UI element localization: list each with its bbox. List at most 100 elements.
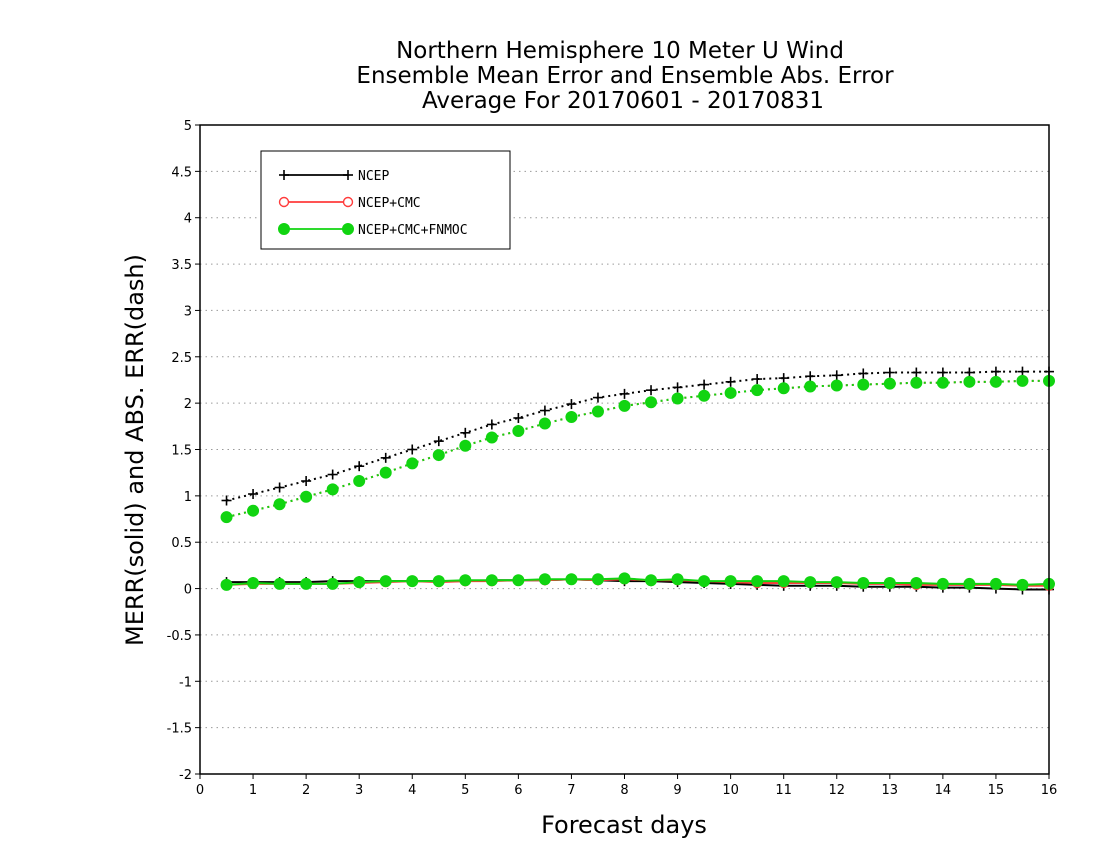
title-line-3: Average For 20170601 - 20170831 xyxy=(422,88,824,114)
merr-point xyxy=(353,576,366,589)
abs-err-point xyxy=(672,382,683,393)
abs-err-point xyxy=(830,379,843,392)
chart-title: Northern Hemisphere 10 Meter U Wind Ense… xyxy=(356,38,894,114)
abs-err-point xyxy=(566,399,577,410)
abs-err-point xyxy=(565,411,578,424)
abs-err-point xyxy=(724,386,737,399)
x-tick-label: 3 xyxy=(355,783,363,798)
legend-marker-left xyxy=(278,223,290,235)
x-axis-ticks: 0 1 2 3 4 5 6 7 8 9 10 11 12 13 14 15 16 xyxy=(196,774,1057,798)
abs-err-point xyxy=(513,412,524,423)
series-layer xyxy=(220,366,1055,595)
abs-err-point xyxy=(486,419,497,430)
merr-point xyxy=(618,572,631,585)
x-tick-label: 5 xyxy=(461,783,469,798)
merr-point xyxy=(247,577,260,590)
abs-err-point xyxy=(751,384,764,397)
merr-point xyxy=(724,575,737,588)
abs-err-point xyxy=(778,373,789,384)
abs-err-point xyxy=(857,378,870,391)
abs-err-point xyxy=(354,461,365,472)
abs-err-point xyxy=(460,427,471,438)
abs-err-point xyxy=(858,368,869,379)
abs-err-point xyxy=(936,376,949,389)
abs-err-point xyxy=(645,396,658,409)
legend-items: NCEP NCEP+CMC NCEP+CMC+FNMOC xyxy=(278,169,468,238)
abs-err-point xyxy=(220,511,233,524)
abs-err-point xyxy=(432,449,445,462)
x-tick-label: 9 xyxy=(673,783,681,798)
merr-point xyxy=(459,574,472,587)
abs-err-point xyxy=(752,374,763,385)
abs-err-point xyxy=(831,370,842,381)
abs-err-point xyxy=(327,469,338,480)
abs-err-point xyxy=(539,405,550,416)
legend-marker-left xyxy=(278,196,290,208)
x-tick-label: 4 xyxy=(408,783,416,798)
abs-err-point xyxy=(485,431,498,444)
series-ncep-abs-err xyxy=(221,366,1054,506)
x-tick-label: 15 xyxy=(988,783,1005,798)
abs-err-point xyxy=(699,379,710,390)
abs-err-point xyxy=(273,498,286,511)
legend-label: NCEP xyxy=(358,169,389,184)
abs-err-point xyxy=(646,385,657,396)
merr-point xyxy=(300,577,313,590)
x-tick-label: 2 xyxy=(302,783,310,798)
x-tick-label: 11 xyxy=(775,783,792,798)
y-tick-label: 1.5 xyxy=(171,444,192,459)
y-tick-label: 4 xyxy=(184,212,192,227)
x-tick-label: 6 xyxy=(514,783,522,798)
abs-err-point xyxy=(937,367,948,378)
x-tick-label: 0 xyxy=(196,783,204,798)
merr-point xyxy=(671,573,684,586)
merr-point xyxy=(565,573,578,586)
merr-point xyxy=(989,577,1002,590)
legend-label: NCEP+CMC+FNMOC xyxy=(358,223,468,238)
abs-err-point xyxy=(883,377,896,390)
series-ncep-cmc-fnmoc-abs-err xyxy=(220,374,1055,524)
y-tick-label: 1 xyxy=(184,490,192,505)
merr-point xyxy=(512,574,525,587)
merr-point xyxy=(857,577,870,590)
abs-err-point xyxy=(247,504,260,517)
legend-item: NCEP+CMC+FNMOC xyxy=(278,223,468,238)
abs-err-point xyxy=(884,367,895,378)
title-line-2: Ensemble Mean Error and Ensemble Abs. Er… xyxy=(356,63,894,89)
x-tick-label: 1 xyxy=(249,783,257,798)
x-tick-label: 10 xyxy=(722,783,739,798)
x-tick-label: 7 xyxy=(567,783,575,798)
abs-err-point xyxy=(326,483,339,496)
abs-err-point xyxy=(406,457,419,470)
abs-err-point xyxy=(804,380,817,393)
merr-point xyxy=(936,577,949,590)
merr-point xyxy=(406,575,419,588)
plot-frame xyxy=(199,124,1050,775)
legend-item: NCEP xyxy=(279,169,389,184)
abs-err-point xyxy=(301,476,312,487)
abs-err-point xyxy=(300,490,313,503)
abs-err-point xyxy=(963,375,976,388)
merr-point xyxy=(538,573,551,586)
legend-marker-right xyxy=(343,170,353,180)
legend-marker-left xyxy=(279,170,289,180)
y-tick-label: 2.5 xyxy=(171,351,192,366)
merr-point xyxy=(645,574,658,587)
y-tick-label: -1.5 xyxy=(167,722,192,737)
legend: NCEP NCEP+CMC NCEP+CMC+FNMOC xyxy=(260,150,511,250)
merr-point xyxy=(963,577,976,590)
merr-point xyxy=(379,575,392,588)
abs-err-point xyxy=(618,399,631,412)
y-tick-label: -1 xyxy=(179,675,192,690)
merr-point xyxy=(432,575,445,588)
abs-err-point xyxy=(990,366,1001,377)
x-tick-label: 12 xyxy=(828,783,845,798)
merr-point xyxy=(804,576,817,589)
y-tick-label: 0 xyxy=(184,583,192,598)
abs-err-point xyxy=(698,389,711,402)
abs-err-point xyxy=(805,371,816,382)
x-tick-label: 14 xyxy=(935,783,952,798)
legend-marker-right xyxy=(342,223,354,235)
abs-err-point xyxy=(777,382,790,395)
grid-lines xyxy=(200,170,1049,729)
